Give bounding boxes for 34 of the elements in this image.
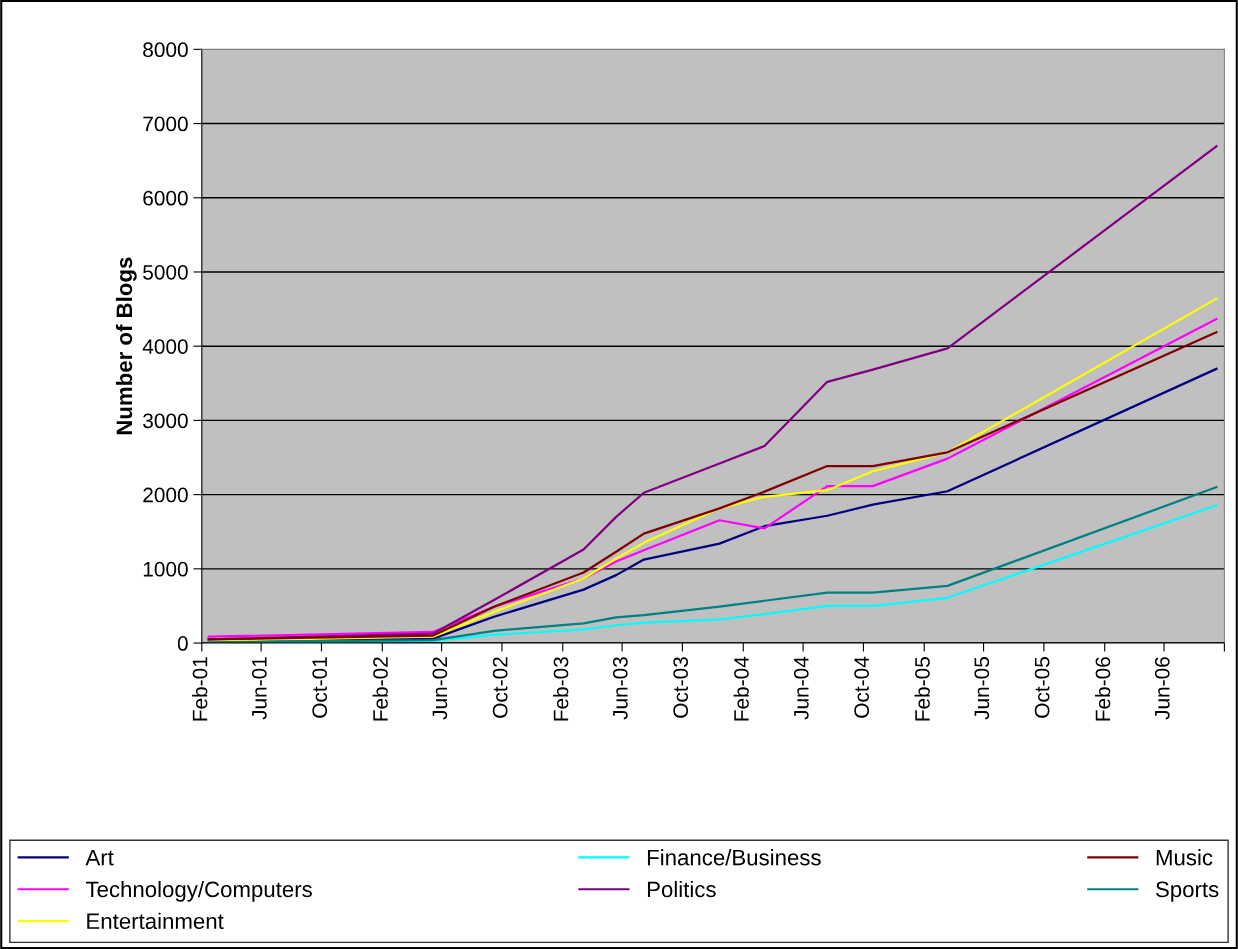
x-tick-label: Jun-03: [612, 657, 628, 720]
x-tick-label: Jun-04: [793, 656, 809, 720]
x-tick-label: Feb-02: [372, 657, 388, 721]
legend-label: Politics: [647, 880, 716, 898]
x-tick-label: Feb-01: [192, 657, 208, 721]
y-tick-label: 5000: [143, 264, 188, 280]
x-tick-label: Jun-05: [974, 657, 990, 720]
y-tick-label: 0: [177, 636, 188, 651]
x-tick-label: Jun-06: [1154, 657, 1170, 720]
y-tick-label: 4000: [142, 339, 188, 354]
legend-label: Entertainment: [87, 912, 224, 930]
x-tick-label: Oct-02: [492, 657, 508, 718]
legend-label: Music: [1156, 849, 1213, 866]
x-tick-label: Feb-05: [914, 657, 930, 721]
x-tick-label: Feb-03: [553, 657, 569, 721]
y-tick-label: 1000: [143, 561, 188, 577]
x-tick-label: Jun-02: [432, 657, 448, 720]
y-tick-label: 3000: [143, 413, 188, 429]
x-tick-label: Oct-04: [854, 656, 869, 718]
y-tick-label: 6000: [143, 190, 188, 206]
x-tick-label: Oct-05: [1034, 657, 1050, 718]
y-axis-title: Number of Blogs: [115, 257, 137, 435]
legend-label: Finance/Business: [647, 849, 821, 866]
x-tick-label: Jun-01: [251, 657, 267, 720]
x-tick-label: Oct-03: [673, 657, 689, 718]
x-tick-label: Feb-06: [1095, 657, 1111, 721]
x-tick-label: Oct-01: [312, 657, 328, 718]
legend-label: Sports: [1156, 881, 1219, 902]
y-tick-label: 7000: [143, 116, 188, 132]
legend-label: Technology/Computers: [85, 880, 312, 902]
y-tick-label: 2000: [143, 487, 188, 503]
legend-label: Art: [85, 849, 114, 866]
x-tick-label: Feb-04: [733, 656, 749, 721]
y-tick-label: 8000: [143, 42, 188, 58]
